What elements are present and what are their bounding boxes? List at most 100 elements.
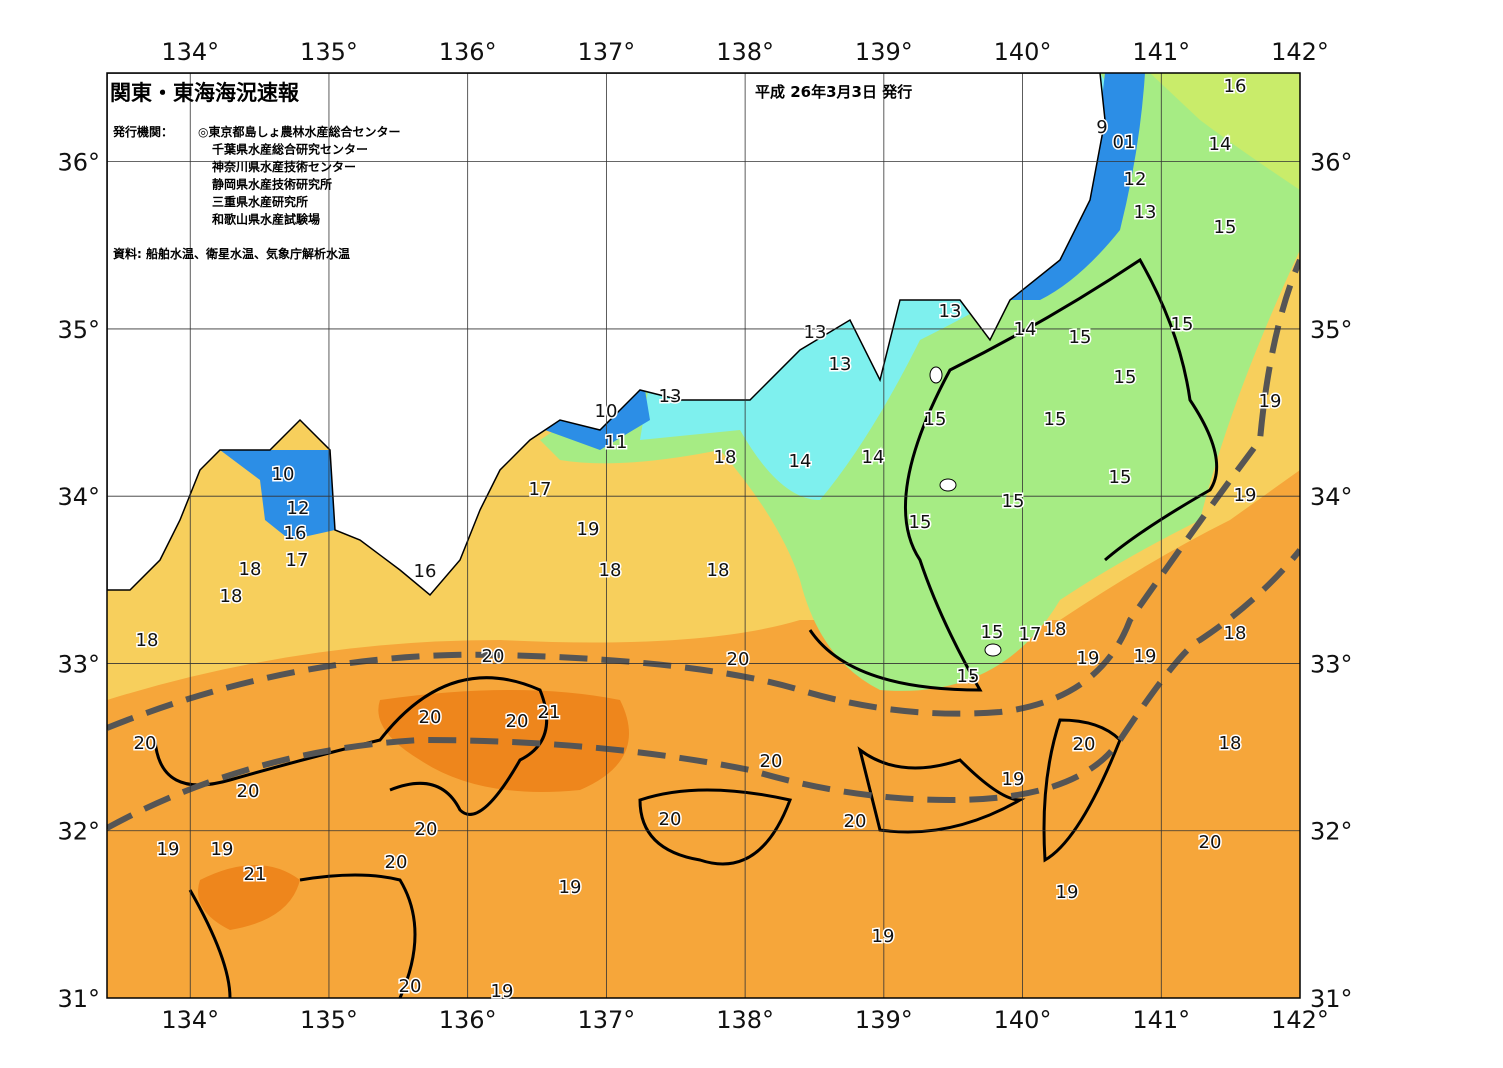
contour-label: 13: [829, 354, 852, 375]
islands: [929, 366, 1002, 657]
contour-label: 13: [1134, 202, 1157, 223]
contour-label: 20: [760, 751, 783, 772]
sea-surface: [107, 73, 1300, 998]
contour-label: 18: [239, 559, 262, 580]
lat-tick-label: 35°: [1310, 316, 1353, 344]
lat-tick-label: 35°: [57, 316, 100, 344]
lat-tick-label: 32°: [57, 818, 100, 846]
contour-label: 17: [1019, 624, 1042, 645]
contour-label: 20: [844, 811, 867, 832]
issuer: 三重県水産研究所: [212, 194, 308, 209]
lat-tick-label: 32°: [1310, 818, 1353, 846]
issue-date: 平成 26年3月3日 発行: [755, 83, 912, 101]
contour-label: 19: [157, 839, 180, 860]
contour-label: 18: [1224, 623, 1247, 644]
lon-tick-label: 138°: [716, 38, 774, 66]
lon-tick-label: 135°: [300, 38, 358, 66]
contour-label: 19: [1259, 391, 1282, 412]
contour-label: 17: [529, 479, 552, 500]
contour-label: 10: [272, 464, 295, 485]
contour-label: 20: [659, 809, 682, 830]
lon-tick-label: 134°: [161, 1006, 219, 1034]
contour-label: 15: [1069, 327, 1092, 348]
contour-label: 20: [415, 819, 438, 840]
issuer: 神奈川県水産技術センター: [212, 159, 356, 174]
contour-label: 15: [924, 409, 947, 430]
lon-tick-label: 142°: [1271, 1006, 1329, 1034]
lat-tick-label: 31°: [57, 985, 100, 1013]
contour-label: 15: [1044, 409, 1067, 430]
contour-label: 20: [1073, 734, 1096, 755]
contour-label: 13: [939, 301, 962, 322]
contour-label: 18: [136, 630, 159, 651]
issuer: 和歌山県水産試験場: [211, 212, 320, 227]
lon-tick-label: 137°: [577, 1006, 635, 1034]
contour-label: 18: [1044, 619, 1067, 640]
lat-tick-label: 36°: [1310, 149, 1353, 177]
contour-label: 15: [1109, 467, 1132, 488]
contour-label: 19: [872, 926, 895, 947]
map-title: 関東・東海海況速報: [110, 81, 300, 105]
warm-core: [198, 690, 629, 930]
contour-label: 14: [789, 451, 812, 472]
contour-label: 12: [287, 498, 310, 519]
lon-tick-label: 136°: [439, 1006, 497, 1034]
contour-label: 19: [577, 519, 600, 540]
contour-label: 19: [491, 981, 514, 1002]
contour-label: 21: [244, 864, 267, 885]
contour-label: 19: [1056, 882, 1079, 903]
lon-tick-label: 136°: [439, 38, 497, 66]
lon-tick-label: 139°: [855, 1006, 913, 1034]
issuer: 千葉県水産総合研究センター: [212, 142, 368, 157]
contour-label: 20: [482, 646, 505, 667]
lat-tick-label: 36°: [57, 149, 100, 177]
contour-label: 16: [284, 523, 307, 544]
contour-label: 10: [595, 401, 618, 422]
contour-label: 17: [286, 550, 309, 571]
contour-label: 20: [134, 733, 157, 754]
contour-label: 16: [1224, 76, 1247, 97]
contour-label: 13: [804, 322, 827, 343]
contour-label: 20: [237, 781, 260, 802]
contour-label: 16: [414, 561, 437, 582]
lon-tick-label: 140°: [994, 1006, 1052, 1034]
contour-label: 15: [981, 622, 1004, 643]
osaka-bay: [220, 450, 335, 540]
lon-tick-label: 137°: [577, 38, 635, 66]
contour-label: 18: [1219, 733, 1242, 754]
contour-label: 18: [220, 586, 243, 607]
lat-tick-label: 31°: [1310, 985, 1353, 1013]
lon-tick-label: 141°: [1132, 38, 1190, 66]
contour-label: 15: [1002, 491, 1025, 512]
contour-label: 20: [419, 707, 442, 728]
contour-label: 9: [1096, 117, 1107, 138]
issuer-list: ◎東京都島しょ農林水産総合センター千葉県水産総合研究センター神奈川県水産技術セン…: [198, 124, 400, 227]
contour-label: 19: [1234, 485, 1257, 506]
lon-tick-label: 138°: [716, 1006, 774, 1034]
contour-label: 15: [1171, 314, 1194, 335]
issuer: 静岡県水産技術研究所: [212, 177, 332, 192]
contour-label: 21: [538, 702, 561, 723]
lat-tick-label: 33°: [57, 650, 100, 678]
map-frame: [106, 72, 1301, 999]
contour-label: 13: [659, 386, 682, 407]
contour-label: 14: [1014, 319, 1037, 340]
contour-label: 12: [1124, 169, 1147, 190]
lat-tick-label: 34°: [57, 483, 100, 511]
yellow-green-zone: [1150, 73, 1300, 190]
lon-tick-label: 142°: [1271, 38, 1329, 66]
lon-tick-label: 135°: [300, 1006, 358, 1034]
contour-label: 14: [1209, 134, 1232, 155]
contour-label: 19: [1002, 769, 1025, 790]
lat-tick-label: 33°: [1310, 650, 1353, 678]
issuer-heading: 発行機関：: [112, 124, 173, 139]
contour-label: 19: [1134, 646, 1157, 667]
data-source: 資料: 船舶水温、衛星水温、気象庁解析水温: [113, 246, 350, 261]
contour-label: 14: [862, 447, 885, 468]
cold-coast: [1010, 73, 1145, 300]
contour-label: 15: [957, 666, 980, 687]
lon-tick-label: 141°: [1132, 1006, 1190, 1034]
isotherms: [153, 257, 1219, 998]
